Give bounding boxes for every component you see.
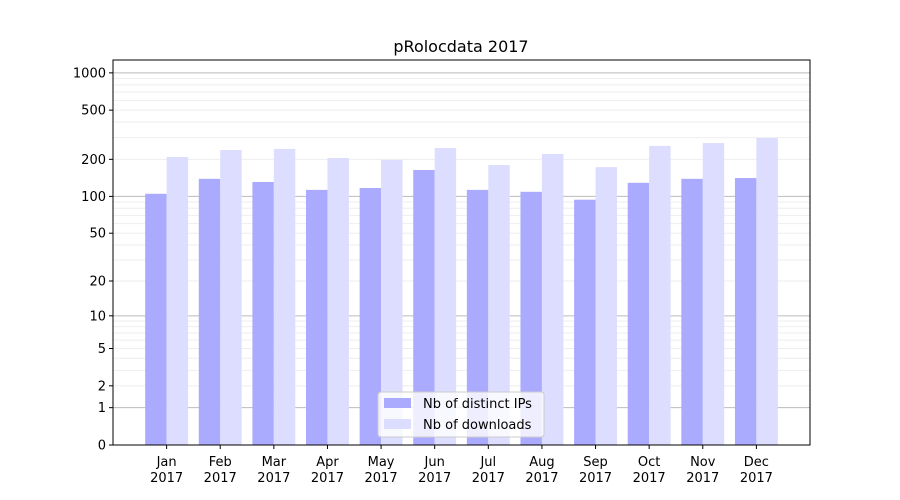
- bar-downloads-oct: [649, 145, 671, 445]
- bar-downloads-apr: [327, 158, 349, 445]
- x-tick-label-year: 2017: [472, 471, 505, 486]
- x-tick-label-year: 2017: [150, 471, 183, 486]
- bar-downloads-jul: [488, 164, 510, 445]
- bar-distinct-ips-may: [359, 188, 382, 445]
- bar-distinct-ips-jan: [145, 193, 167, 445]
- x-axis: Jan2017Feb2017Mar2017Apr2017May2017Jun20…: [150, 445, 773, 486]
- y-tick-label: 10: [89, 309, 106, 324]
- bar-distinct-ips-aug: [520, 191, 542, 445]
- legend: Nb of distinct IPs Nb of downloads: [377, 391, 545, 438]
- x-tick-label-year: 2017: [204, 471, 237, 486]
- x-tick-label-year: 2017: [740, 471, 773, 486]
- y-tick-label: 500: [81, 104, 106, 119]
- x-tick-label-month: Dec: [744, 455, 769, 470]
- y-tick-label: 2: [98, 379, 106, 394]
- bar-downloads-feb: [220, 150, 242, 445]
- legend-label-downloads: Nb of downloads: [423, 418, 532, 433]
- y-tick-label: 0: [98, 439, 106, 454]
- bar-distinct-ips-sep: [574, 199, 596, 445]
- bars: [145, 137, 778, 446]
- y-tick-label: 50: [89, 227, 106, 242]
- x-tick-label-year: 2017: [418, 471, 451, 486]
- y-tick-label: 200: [81, 153, 106, 168]
- x-tick-label-month: Jul: [479, 455, 496, 470]
- x-tick-label-year: 2017: [365, 471, 398, 486]
- x-tick-label-year: 2017: [311, 471, 344, 486]
- x-tick-label-year: 2017: [579, 471, 612, 486]
- bar-distinct-ips-nov: [681, 178, 703, 446]
- y-tick-label: 100: [81, 190, 106, 205]
- y-tick-label: 5: [98, 342, 106, 357]
- y-axis: 0 1 2 5 10 20 50 100 200 500 1000: [73, 66, 113, 454]
- y-tick-label: 1000: [73, 66, 106, 81]
- legend-swatch-ips: [384, 398, 411, 408]
- legend-swatch-downloads: [384, 419, 411, 429]
- bar-distinct-ips-oct: [627, 182, 650, 445]
- bar-distinct-ips-jun: [413, 169, 435, 446]
- x-tick-label-year: 2017: [686, 471, 719, 486]
- x-tick-label-year: 2017: [633, 471, 666, 486]
- x-tick-label-month: Oct: [638, 455, 660, 470]
- x-tick-label-month: Sep: [583, 455, 608, 470]
- bar-downloads-dec: [756, 137, 778, 445]
- bar-downloads-jan: [166, 156, 189, 445]
- y-tick-label: 20: [89, 275, 106, 290]
- legend-label-ips: Nb of distinct IPs: [423, 397, 532, 412]
- y-tick-label: 1: [98, 401, 106, 416]
- x-tick-label-month: Apr: [316, 455, 339, 470]
- bar-downloads-mar: [273, 148, 296, 445]
- x-tick-label-month: May: [368, 455, 395, 470]
- chart-title: pRolocdata 2017: [393, 37, 528, 56]
- x-tick-label-month: Aug: [529, 455, 554, 470]
- legend-box: [377, 391, 545, 438]
- x-tick-label-month: Nov: [690, 455, 716, 470]
- bar-distinct-ips-apr: [306, 189, 328, 445]
- bar-downloads-jun: [434, 148, 457, 445]
- x-tick-label-year: 2017: [525, 471, 558, 486]
- bar-downloads-nov: [702, 143, 725, 445]
- bar-downloads-sep: [595, 167, 617, 445]
- bar-distinct-ips-jul: [466, 189, 489, 445]
- bar-distinct-ips-feb: [198, 178, 221, 446]
- x-tick-label-month: Feb: [209, 455, 232, 470]
- x-tick-label-month: Jan: [156, 455, 177, 470]
- bar-downloads-aug: [541, 153, 564, 446]
- x-tick-label-month: Mar: [262, 455, 287, 470]
- x-tick-label-month: Jun: [424, 455, 445, 470]
- bar-distinct-ips-mar: [252, 181, 274, 445]
- bar-distinct-ips-dec: [734, 178, 757, 446]
- plot-frame: [112, 59, 811, 446]
- bar-downloads-may: [381, 159, 403, 445]
- x-tick-label-year: 2017: [257, 471, 290, 486]
